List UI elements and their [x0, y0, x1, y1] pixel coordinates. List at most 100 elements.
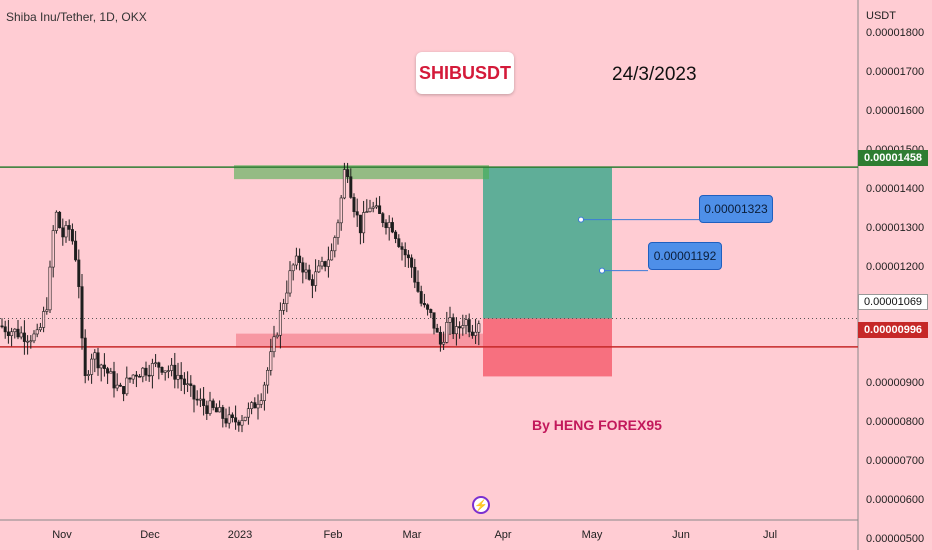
candle-body [387, 222, 391, 229]
candle-body [342, 169, 346, 199]
tp1-label[interactable]: 0.00001323 [699, 195, 773, 223]
candle [198, 388, 202, 408]
candle [368, 199, 372, 213]
candle [186, 371, 190, 392]
candle [285, 280, 289, 313]
candle-body [378, 205, 382, 214]
candle-body [208, 400, 212, 414]
candle [99, 363, 103, 382]
candle-body [106, 368, 110, 374]
candle-body [214, 407, 218, 413]
author-credit: By HENG FOREX95 [532, 417, 662, 433]
candle [413, 258, 417, 289]
candle-body [349, 176, 353, 198]
candle-body [384, 222, 388, 229]
candle-body [304, 269, 308, 273]
candle-body [397, 238, 401, 247]
price-tick-label: 0.00001400 [866, 182, 925, 195]
candle [35, 323, 39, 338]
candle-body [301, 262, 305, 273]
candle [202, 386, 206, 416]
candle [301, 257, 305, 284]
candle-body [288, 270, 292, 294]
candle-body [317, 265, 321, 273]
candle-body [358, 214, 362, 234]
symbol-header[interactable]: Shiba Inu/Tether, 1D, OKX [6, 10, 147, 24]
candle [173, 352, 177, 389]
candle [406, 250, 410, 268]
price-tick-label: 0.00000600 [866, 493, 925, 506]
candle [195, 390, 199, 406]
candle-body [150, 363, 154, 377]
candle-body [458, 326, 462, 329]
candle-body [355, 211, 359, 216]
candle [262, 381, 266, 411]
profit-zone [483, 167, 612, 319]
candle [346, 162, 350, 183]
candle-body [310, 279, 314, 286]
candle-body [182, 378, 186, 385]
candle [342, 162, 346, 200]
candle [458, 321, 462, 339]
candle [6, 319, 10, 344]
flash-icon[interactable]: ⚡ [472, 496, 490, 514]
candle-body [339, 197, 343, 224]
candle [394, 230, 398, 244]
tp2-label[interactable]: 0.00001192 [648, 242, 722, 270]
candle-body [166, 370, 170, 372]
candle-body [474, 331, 478, 336]
candle-body [394, 231, 398, 239]
candle-body [22, 332, 26, 342]
candle-body [77, 259, 81, 287]
candle-body [368, 207, 372, 212]
candle-body [333, 237, 337, 252]
candle [323, 260, 327, 272]
candle [438, 326, 442, 352]
candle [250, 401, 254, 415]
candle [291, 263, 295, 281]
candle [64, 220, 68, 243]
candle [211, 398, 215, 411]
candle-body [266, 370, 270, 386]
candle [96, 347, 100, 376]
time-tick-label: Jul [762, 529, 778, 541]
candle [13, 328, 17, 339]
candle [109, 367, 113, 374]
candle-body [246, 408, 250, 418]
candle-body [320, 261, 324, 267]
candle-body [230, 414, 234, 419]
candle [259, 393, 263, 409]
candle [234, 405, 238, 430]
candle-body [186, 383, 190, 386]
candle [170, 358, 174, 377]
candle [3, 320, 7, 339]
candle [138, 374, 142, 378]
candle-body [102, 364, 106, 369]
candle [448, 306, 452, 336]
candle [358, 214, 362, 245]
candle-body [272, 336, 276, 353]
candle [339, 195, 343, 231]
candle [227, 406, 231, 429]
time-tick-label: Feb [323, 529, 343, 541]
candle-body [461, 325, 465, 329]
candle [70, 223, 74, 245]
candle [397, 234, 401, 248]
candle [320, 256, 324, 270]
price-tick-label: 0.00001300 [866, 221, 925, 234]
candle-body [426, 304, 430, 310]
candle [387, 215, 391, 241]
candle-body [224, 418, 228, 424]
candle-body [125, 377, 129, 395]
candle [224, 408, 228, 428]
candle-body [445, 322, 449, 343]
candle [422, 293, 426, 308]
candle [282, 298, 286, 315]
candle [128, 377, 132, 383]
candle [115, 373, 119, 392]
candle [403, 242, 407, 268]
candle-body [211, 400, 215, 408]
candle-body [275, 334, 279, 338]
